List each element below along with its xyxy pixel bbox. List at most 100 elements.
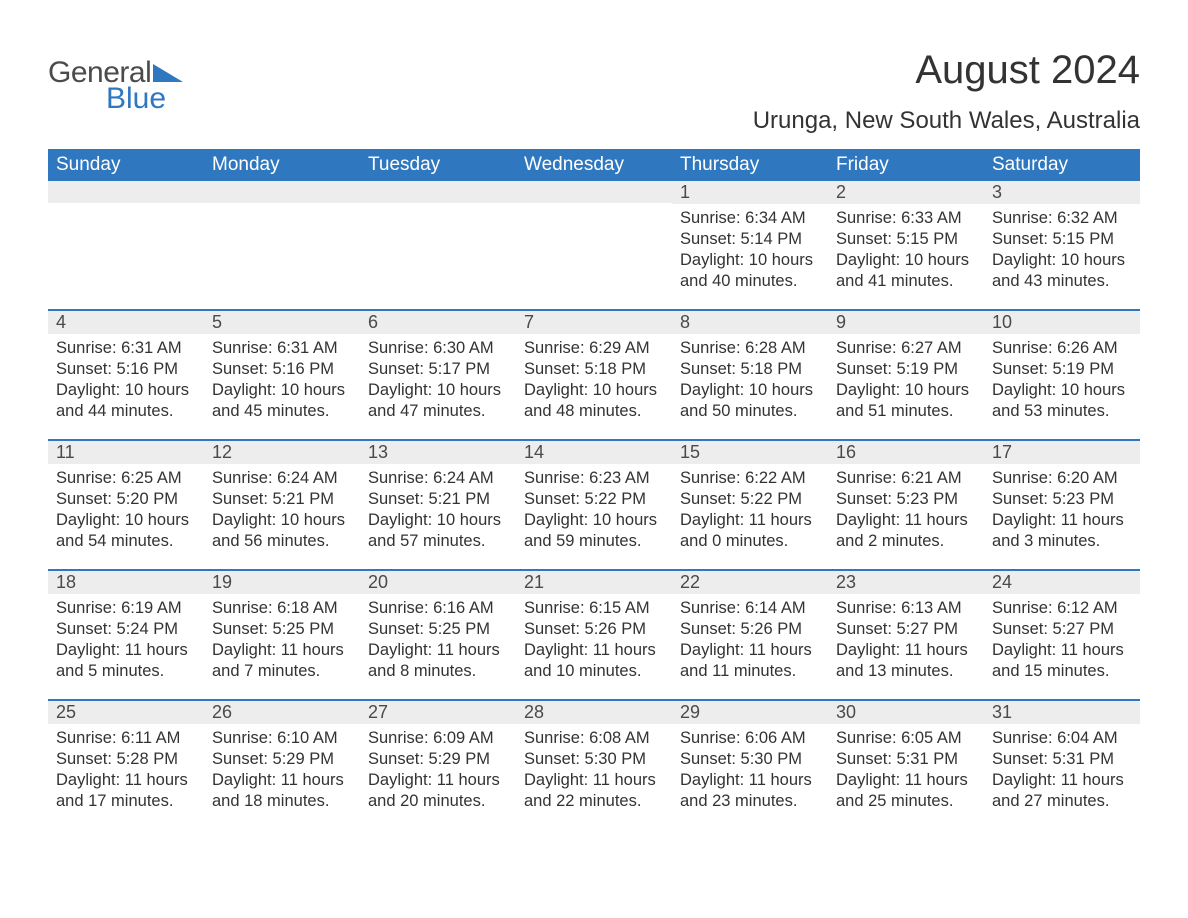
day-header: Wednesday <box>516 149 672 181</box>
day-number: 27 <box>360 701 516 724</box>
day-details: Sunrise: 6:25 AMSunset: 5:20 PMDaylight:… <box>48 464 204 552</box>
sunset-text: Sunset: 5:31 PM <box>836 749 976 770</box>
day-cell: 21Sunrise: 6:15 AMSunset: 5:26 PMDayligh… <box>516 571 672 699</box>
day-details: Sunrise: 6:06 AMSunset: 5:30 PMDaylight:… <box>672 724 828 812</box>
daylight-text: Daylight: 11 hours and 22 minutes. <box>524 770 664 812</box>
calendar: SundayMondayTuesdayWednesdayThursdayFrid… <box>48 149 1140 829</box>
sunset-text: Sunset: 5:19 PM <box>836 359 976 380</box>
day-header: Saturday <box>984 149 1140 181</box>
day-cell: 2Sunrise: 6:33 AMSunset: 5:15 PMDaylight… <box>828 181 984 309</box>
daylight-text: Daylight: 11 hours and 8 minutes. <box>368 640 508 682</box>
week-row: 4Sunrise: 6:31 AMSunset: 5:16 PMDaylight… <box>48 309 1140 439</box>
day-cell: 29Sunrise: 6:06 AMSunset: 5:30 PMDayligh… <box>672 701 828 829</box>
daylight-text: Daylight: 11 hours and 13 minutes. <box>836 640 976 682</box>
sunset-text: Sunset: 5:27 PM <box>836 619 976 640</box>
day-number: 6 <box>360 311 516 334</box>
day-number <box>204 181 360 203</box>
sunset-text: Sunset: 5:30 PM <box>680 749 820 770</box>
day-number: 3 <box>984 181 1140 204</box>
daylight-text: Daylight: 10 hours and 59 minutes. <box>524 510 664 552</box>
daylight-text: Daylight: 11 hours and 20 minutes. <box>368 770 508 812</box>
sunrise-text: Sunrise: 6:20 AM <box>992 468 1132 489</box>
day-cell: 8Sunrise: 6:28 AMSunset: 5:18 PMDaylight… <box>672 311 828 439</box>
sunrise-text: Sunrise: 6:08 AM <box>524 728 664 749</box>
day-number: 1 <box>672 181 828 204</box>
logo: General Blue <box>48 30 187 116</box>
sunset-text: Sunset: 5:21 PM <box>368 489 508 510</box>
daylight-text: Daylight: 11 hours and 2 minutes. <box>836 510 976 552</box>
day-details: Sunrise: 6:05 AMSunset: 5:31 PMDaylight:… <box>828 724 984 812</box>
sunrise-text: Sunrise: 6:33 AM <box>836 208 976 229</box>
day-details: Sunrise: 6:26 AMSunset: 5:19 PMDaylight:… <box>984 334 1140 422</box>
daylight-text: Daylight: 11 hours and 15 minutes. <box>992 640 1132 682</box>
day-details: Sunrise: 6:08 AMSunset: 5:30 PMDaylight:… <box>516 724 672 812</box>
sunset-text: Sunset: 5:31 PM <box>992 749 1132 770</box>
sunrise-text: Sunrise: 6:19 AM <box>56 598 196 619</box>
day-cell: 13Sunrise: 6:24 AMSunset: 5:21 PMDayligh… <box>360 441 516 569</box>
day-details: Sunrise: 6:14 AMSunset: 5:26 PMDaylight:… <box>672 594 828 682</box>
daylight-text: Daylight: 11 hours and 23 minutes. <box>680 770 820 812</box>
sunset-text: Sunset: 5:26 PM <box>524 619 664 640</box>
day-details: Sunrise: 6:29 AMSunset: 5:18 PMDaylight:… <box>516 334 672 422</box>
day-details: Sunrise: 6:33 AMSunset: 5:15 PMDaylight:… <box>828 204 984 292</box>
sunset-text: Sunset: 5:25 PM <box>368 619 508 640</box>
day-number: 11 <box>48 441 204 464</box>
daylight-text: Daylight: 11 hours and 18 minutes. <box>212 770 352 812</box>
day-number: 7 <box>516 311 672 334</box>
page-title: August 2024 <box>753 48 1140 93</box>
day-cell: 12Sunrise: 6:24 AMSunset: 5:21 PMDayligh… <box>204 441 360 569</box>
day-cell: 26Sunrise: 6:10 AMSunset: 5:29 PMDayligh… <box>204 701 360 829</box>
day-number <box>48 181 204 203</box>
day-details: Sunrise: 6:12 AMSunset: 5:27 PMDaylight:… <box>984 594 1140 682</box>
day-details: Sunrise: 6:21 AMSunset: 5:23 PMDaylight:… <box>828 464 984 552</box>
day-number: 29 <box>672 701 828 724</box>
daylight-text: Daylight: 10 hours and 47 minutes. <box>368 380 508 422</box>
sunset-text: Sunset: 5:16 PM <box>56 359 196 380</box>
day-details: Sunrise: 6:27 AMSunset: 5:19 PMDaylight:… <box>828 334 984 422</box>
daylight-text: Daylight: 11 hours and 10 minutes. <box>524 640 664 682</box>
sunrise-text: Sunrise: 6:23 AM <box>524 468 664 489</box>
day-cell: 19Sunrise: 6:18 AMSunset: 5:25 PMDayligh… <box>204 571 360 699</box>
sunrise-text: Sunrise: 6:32 AM <box>992 208 1132 229</box>
day-header: Tuesday <box>360 149 516 181</box>
day-number: 19 <box>204 571 360 594</box>
sunset-text: Sunset: 5:14 PM <box>680 229 820 250</box>
sunset-text: Sunset: 5:29 PM <box>368 749 508 770</box>
day-details: Sunrise: 6:30 AMSunset: 5:17 PMDaylight:… <box>360 334 516 422</box>
day-number: 10 <box>984 311 1140 334</box>
day-number: 28 <box>516 701 672 724</box>
day-number: 4 <box>48 311 204 334</box>
sunrise-text: Sunrise: 6:16 AM <box>368 598 508 619</box>
daylight-text: Daylight: 10 hours and 51 minutes. <box>836 380 976 422</box>
day-cell: 4Sunrise: 6:31 AMSunset: 5:16 PMDaylight… <box>48 311 204 439</box>
sunset-text: Sunset: 5:29 PM <box>212 749 352 770</box>
day-number: 26 <box>204 701 360 724</box>
location-subtitle: Urunga, New South Wales, Australia <box>753 107 1140 135</box>
calendar-header-row: SundayMondayTuesdayWednesdayThursdayFrid… <box>48 149 1140 181</box>
sunrise-text: Sunrise: 6:34 AM <box>680 208 820 229</box>
daylight-text: Daylight: 11 hours and 27 minutes. <box>992 770 1132 812</box>
day-cell: 28Sunrise: 6:08 AMSunset: 5:30 PMDayligh… <box>516 701 672 829</box>
sunrise-text: Sunrise: 6:29 AM <box>524 338 664 359</box>
daylight-text: Daylight: 10 hours and 48 minutes. <box>524 380 664 422</box>
sunrise-text: Sunrise: 6:09 AM <box>368 728 508 749</box>
day-cell: 25Sunrise: 6:11 AMSunset: 5:28 PMDayligh… <box>48 701 204 829</box>
sunrise-text: Sunrise: 6:13 AM <box>836 598 976 619</box>
sunset-text: Sunset: 5:16 PM <box>212 359 352 380</box>
sunrise-text: Sunrise: 6:05 AM <box>836 728 976 749</box>
sunset-text: Sunset: 5:23 PM <box>836 489 976 510</box>
day-cell: 11Sunrise: 6:25 AMSunset: 5:20 PMDayligh… <box>48 441 204 569</box>
sunset-text: Sunset: 5:24 PM <box>56 619 196 640</box>
day-cell: 22Sunrise: 6:14 AMSunset: 5:26 PMDayligh… <box>672 571 828 699</box>
day-number: 21 <box>516 571 672 594</box>
sunrise-text: Sunrise: 6:26 AM <box>992 338 1132 359</box>
day-details: Sunrise: 6:23 AMSunset: 5:22 PMDaylight:… <box>516 464 672 552</box>
day-number: 23 <box>828 571 984 594</box>
sunset-text: Sunset: 5:15 PM <box>992 229 1132 250</box>
sunset-text: Sunset: 5:18 PM <box>680 359 820 380</box>
day-number: 18 <box>48 571 204 594</box>
day-cell: 1Sunrise: 6:34 AMSunset: 5:14 PMDaylight… <box>672 181 828 309</box>
day-details: Sunrise: 6:22 AMSunset: 5:22 PMDaylight:… <box>672 464 828 552</box>
daylight-text: Daylight: 10 hours and 45 minutes. <box>212 380 352 422</box>
day-number: 12 <box>204 441 360 464</box>
